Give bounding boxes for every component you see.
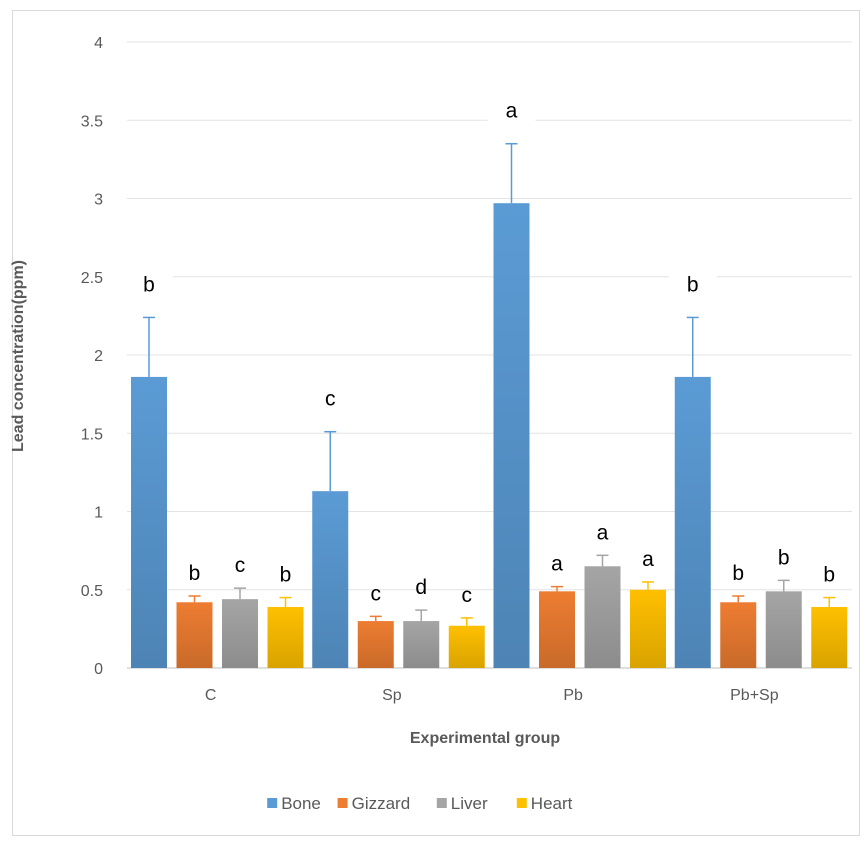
bar-bone-sp (312, 491, 349, 668)
bar-gizzard-pb-sp (720, 602, 757, 668)
x-axis-title: Experimental group (410, 730, 560, 747)
bar-liver-sp (403, 621, 440, 668)
y-tick-label: 2 (94, 348, 103, 365)
label-background (306, 381, 355, 414)
x-tick-label: C (205, 687, 217, 704)
x-tick-label: Pb (563, 687, 583, 704)
significance-label: b (280, 564, 292, 587)
y-tick-label: 3 (94, 192, 103, 209)
y-tick-label: 3.5 (81, 113, 103, 130)
bar-bone-pb-sp (674, 376, 711, 668)
legend-swatch-heart (516, 798, 527, 808)
x-tick-label: Sp (382, 687, 402, 704)
significance-label: b (143, 273, 155, 296)
bars (131, 203, 848, 668)
y-tick-label: 1 (94, 505, 103, 522)
significance-label: c (325, 388, 336, 411)
significance-label: a (506, 100, 518, 123)
y-tick-label: 0.5 (81, 583, 103, 600)
label-background (668, 267, 717, 300)
y-tick-label: 0 (94, 661, 103, 678)
significance-labels: b b c b c c d c a a a a b b b b (125, 93, 835, 607)
significance-label: a (642, 548, 654, 571)
x-tick-labels: C Sp Pb Pb+Sp (205, 687, 779, 704)
bar-liver-pb (584, 566, 621, 668)
significance-label: b (823, 564, 835, 587)
bar-heart-c (267, 606, 304, 668)
bar-bone-pb (493, 203, 530, 668)
y-tick-label: 2.5 (81, 270, 103, 287)
y-tick-label: 4 (94, 35, 103, 52)
legend-label-liver: Liver (451, 794, 488, 813)
bar-heart-sp (448, 625, 485, 668)
bar-liver-pb-sp (765, 591, 802, 668)
legend-swatch-bone (267, 798, 278, 808)
legend: Bone Gizzard Liver Heart (267, 794, 573, 813)
error-bars (143, 142, 836, 626)
significance-label: c (462, 584, 473, 607)
y-tick-labels: 0 0.5 1 1.5 2 2.5 3 3.5 4 (81, 35, 103, 678)
bar-liver-c (222, 599, 258, 668)
bar-bone-c (131, 376, 167, 668)
significance-label: d (415, 576, 427, 599)
legend-swatch-gizzard (337, 798, 348, 808)
significance-label: b (687, 273, 699, 296)
significance-label: c (235, 554, 246, 577)
x-tick-label: Pb+Sp (730, 687, 779, 704)
bar-heart-pb-sp (811, 606, 848, 668)
legend-label-bone: Bone (281, 794, 321, 813)
significance-label: b (189, 562, 201, 585)
significance-label: c (371, 582, 382, 605)
significance-label: a (597, 521, 609, 544)
legend-swatch-liver (436, 798, 447, 808)
bar-gizzard-pb (539, 591, 575, 668)
significance-label: b (732, 562, 744, 585)
legend-label-heart: Heart (531, 794, 573, 813)
significance-label: b (778, 546, 790, 569)
y-axis-title: Lead concentration(ppm) (10, 260, 27, 452)
y-tick-label: 1.5 (81, 426, 103, 443)
bar-gizzard-sp (357, 621, 394, 668)
bar-heart-pb (630, 589, 666, 668)
label-background (487, 93, 536, 126)
legend-label-gizzard: Gizzard (352, 794, 411, 813)
bar-gizzard-c (176, 602, 213, 668)
label-background (125, 267, 173, 300)
significance-label: a (551, 553, 563, 576)
